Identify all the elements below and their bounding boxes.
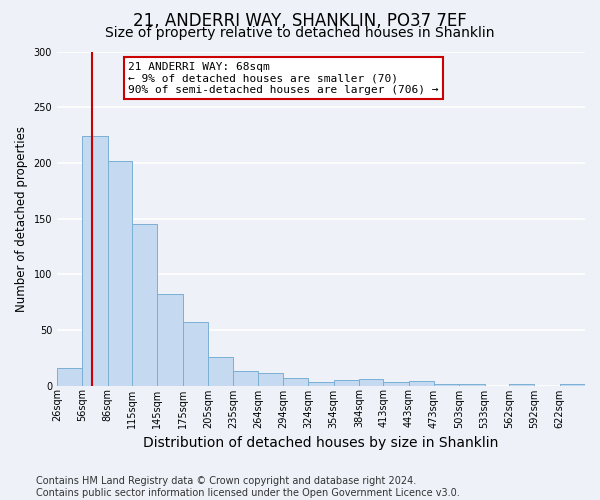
Bar [560, 384, 585, 386]
Bar [132, 224, 157, 386]
Y-axis label: Number of detached properties: Number of detached properties [15, 126, 28, 312]
Bar [283, 378, 308, 386]
Bar [183, 322, 208, 386]
Bar [509, 384, 535, 386]
Bar [208, 356, 233, 386]
Bar [383, 382, 409, 386]
Bar [82, 136, 107, 386]
Bar [107, 160, 132, 386]
Text: Contains HM Land Registry data © Crown copyright and database right 2024.
Contai: Contains HM Land Registry data © Crown c… [36, 476, 460, 498]
Text: Size of property relative to detached houses in Shanklin: Size of property relative to detached ho… [105, 26, 495, 40]
Bar [233, 371, 258, 386]
Bar [334, 380, 359, 386]
Text: 21, ANDERRI WAY, SHANKLIN, PO37 7EF: 21, ANDERRI WAY, SHANKLIN, PO37 7EF [133, 12, 467, 30]
Bar [434, 384, 460, 386]
Bar [460, 384, 485, 386]
X-axis label: Distribution of detached houses by size in Shanklin: Distribution of detached houses by size … [143, 436, 499, 450]
Bar [258, 374, 283, 386]
Bar [359, 379, 383, 386]
Bar [308, 382, 334, 386]
Bar [157, 294, 183, 386]
Bar [409, 381, 434, 386]
Bar [57, 368, 82, 386]
Text: 21 ANDERRI WAY: 68sqm
← 9% of detached houses are smaller (70)
90% of semi-detac: 21 ANDERRI WAY: 68sqm ← 9% of detached h… [128, 62, 439, 94]
